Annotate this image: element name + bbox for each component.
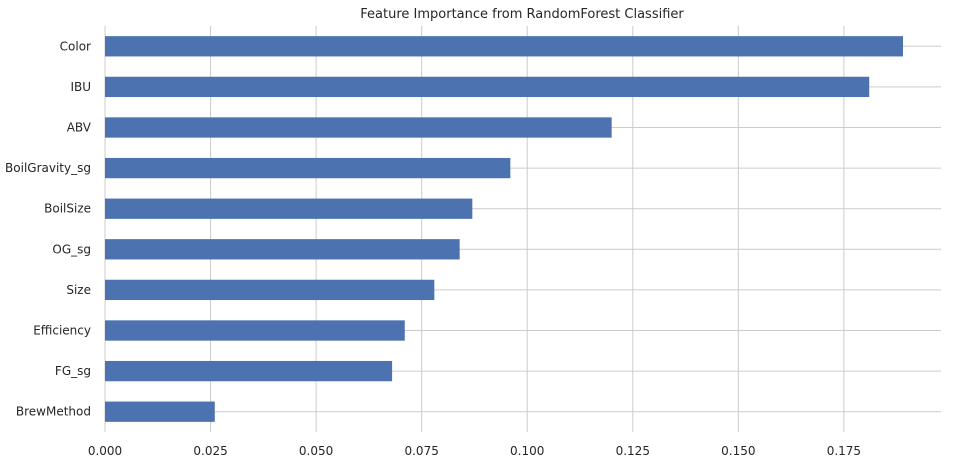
y-tick-label: Size	[66, 283, 91, 297]
x-tick-label: 0.075	[404, 444, 438, 458]
bar-boilgravity-sg	[105, 157, 511, 179]
x-tick-label: 0.100	[510, 444, 544, 458]
y-tick-label: Color	[60, 39, 91, 53]
y-tick-label: OG_sg	[52, 242, 91, 256]
bar-fg-sg	[105, 360, 393, 382]
x-tick-label: 0.000	[88, 444, 122, 458]
x-tick-label: 0.150	[721, 444, 755, 458]
bar-color	[105, 36, 903, 57]
x-tick-label: 0.025	[193, 444, 227, 458]
y-tick-label: Efficiency	[33, 324, 91, 338]
x-tick-label: 0.125	[616, 444, 650, 458]
bar-efficiency	[105, 320, 405, 341]
bar-abv	[105, 117, 612, 138]
bar-ibu	[105, 76, 870, 98]
y-tick-label: FG_sg	[55, 364, 91, 378]
x-tick-label: 0.175	[827, 444, 861, 458]
chart-title: Feature Importance from RandomForest Cla…	[360, 7, 684, 22]
x-tick-label: 0.050	[299, 444, 333, 458]
bar-brewmethod	[105, 401, 215, 422]
bars-layer	[105, 36, 903, 422]
y-tick-label: ABV	[67, 121, 92, 135]
y-axis-labels: Color IBU ABV BoilGravity_sg BoilSize OG_sg Si…	[5, 39, 92, 418]
bar-og-sg	[105, 239, 460, 260]
y-tick-label: IBU	[70, 80, 91, 94]
y-tick-label: BrewMethod	[16, 405, 91, 419]
bar-boilsize	[105, 198, 473, 219]
y-tick-label: BoilSize	[44, 202, 91, 216]
x-axis-labels: 0.000 0.025 0.050 0.075 0.100 0.125 0.150 0.175	[88, 444, 861, 458]
y-tick-label: BoilGravity_sg	[5, 161, 91, 175]
bar-size	[105, 279, 435, 301]
